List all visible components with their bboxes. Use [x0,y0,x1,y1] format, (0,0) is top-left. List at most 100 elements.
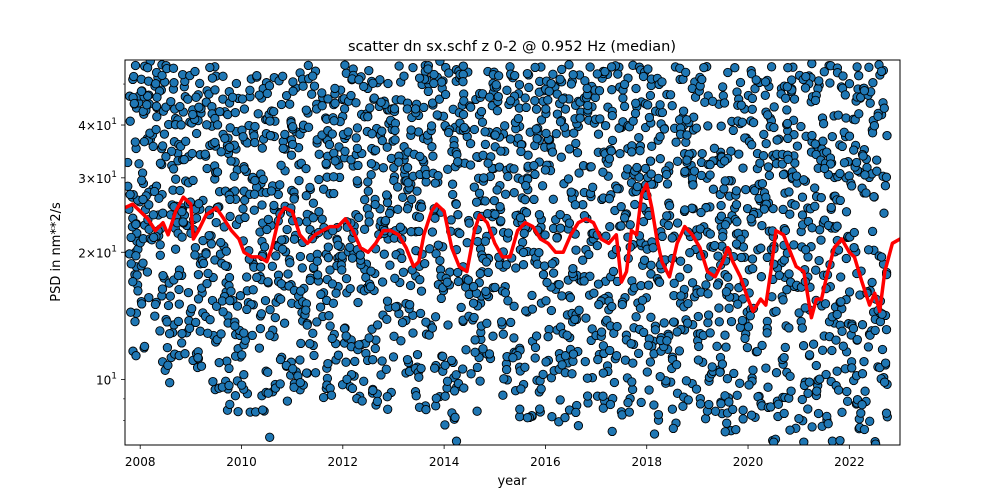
scatter-point [239,164,250,174]
scatter-point [880,181,891,191]
scatter-point [681,376,692,386]
scatter-point [286,150,297,160]
scatter-point [742,342,753,353]
scatter-point [808,339,819,349]
scatter-point [789,240,799,250]
scatter-point [757,340,767,351]
scatter-point [583,100,593,111]
scatter-point [352,123,363,133]
scatter-point [682,155,692,165]
scatter-point [384,208,395,219]
scatter-point [794,413,804,424]
scatter-point [832,309,842,320]
scatter-point [801,245,811,255]
scatter-point [657,231,667,242]
scatter-point [458,364,468,374]
scatter-point [723,67,733,78]
scatter-point [839,158,850,168]
scatter-point [521,208,532,218]
scatter-point [276,294,286,304]
scatter-point [734,149,744,159]
scatter-point [328,172,339,182]
scatter-point [639,327,649,338]
scatter-point [500,288,511,298]
scatter-point [675,256,686,266]
scatter-point [636,280,646,291]
scatter-point [705,160,715,170]
scatter-point [376,370,386,380]
scatter-point [351,98,361,108]
scatter-point [245,85,255,95]
scatter-point [530,353,540,363]
scatter-point [509,301,519,311]
scatter-point [836,297,846,307]
scatter-point [264,81,275,91]
scatter-point [682,318,693,328]
scatter-point [163,360,173,370]
scatter-point [226,156,236,166]
scatter-point [496,216,506,226]
scatter-point [295,377,305,388]
scatter-point [682,115,692,125]
scatter-point [434,94,445,104]
scatter-point [674,346,685,356]
scatter-point [548,69,558,79]
scatter-point [249,205,259,215]
scatter-point [627,384,638,395]
scatter-point [168,164,179,174]
scatter-point [256,309,267,319]
scatter-point [872,155,882,165]
scatter-point [275,379,285,389]
scatter-point [419,102,429,113]
scatter-point [708,184,719,194]
scatter-point [412,349,423,360]
scatter-point [252,272,262,283]
scatter-point [265,130,276,141]
scatter-point [756,243,766,253]
scatter-point [669,278,679,288]
scatter-point [593,279,604,289]
scatter-point [472,406,482,416]
scatter-point [363,186,373,196]
scatter-point [835,168,845,179]
scatter-point [323,242,333,252]
scatter-point [226,286,236,296]
scatter-point [366,170,376,180]
x-tick-label: 2016 [530,455,561,469]
scatter-point [537,181,548,191]
scatter-point [489,195,499,206]
scatter-point [139,137,149,147]
scatter-point [693,311,703,322]
scatter-point [187,148,197,159]
scatter-point [637,295,648,305]
scatter-point [680,166,690,177]
scatter-point [638,71,649,82]
scatter-point [150,311,160,321]
scatter-point [453,210,463,220]
scatter-point [339,323,350,334]
scatter-point [495,202,505,212]
scatter-point [625,220,635,230]
scatter-point [472,362,483,373]
scatter-point [728,125,738,136]
scatter-point [568,263,578,274]
scatter-point [671,360,682,370]
scatter-point [458,77,468,87]
scatter-point [500,121,510,131]
scatter-point [819,67,829,77]
scatter-point [732,390,742,400]
scatter-point [541,296,551,306]
scatter-point [276,279,286,289]
scatter-point [152,92,162,102]
scatter-point [826,202,836,213]
scatter-point [224,380,234,391]
scatter-point [305,182,315,193]
scatter-point [532,134,542,144]
scatter-point [252,71,262,81]
scatter-point [566,79,577,89]
scatter-point [607,85,617,95]
scatter-point [278,71,288,81]
scatter-point [631,312,641,322]
scatter-point [779,352,789,363]
scatter-point [530,169,540,180]
